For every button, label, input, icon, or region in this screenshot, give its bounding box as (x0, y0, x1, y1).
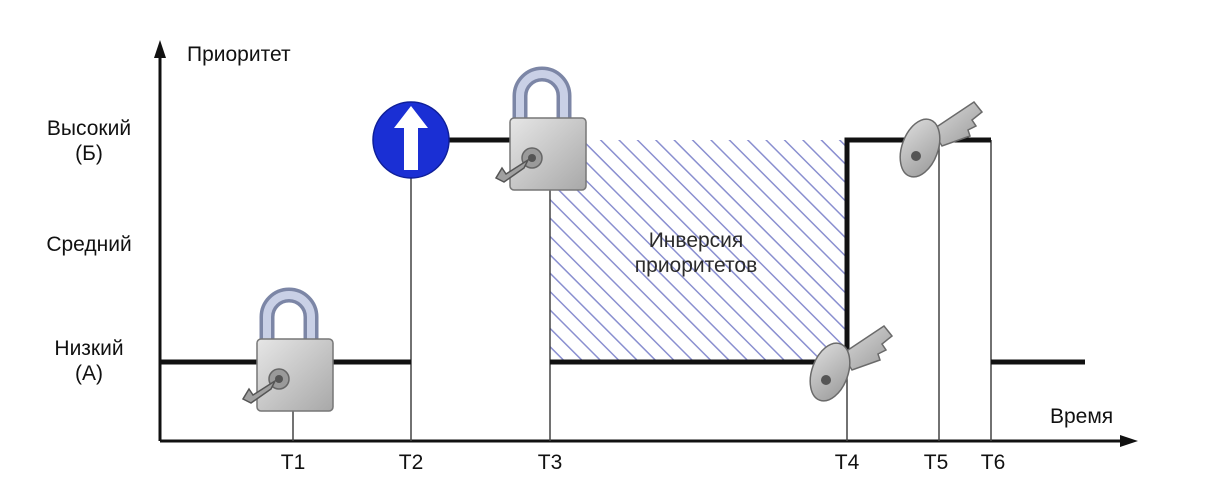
level-high-task: (Б) (75, 142, 103, 166)
level-low-name: Низкий (54, 337, 124, 360)
x-axis-title: Время (1050, 405, 1114, 428)
inversion-label-line1: Инверсия (648, 229, 744, 252)
time-mark-label: T5 (923, 451, 949, 474)
key-icon (809, 324, 894, 402)
y-axis-arrowhead (154, 40, 166, 58)
level-low-label: Низкий (А) (54, 336, 123, 386)
level-high-name: Высокий (46, 117, 132, 140)
padlock-icon (241, 287, 334, 412)
level-medium-name: Средний (46, 233, 132, 256)
key-icon (899, 100, 984, 178)
up-arrow-sign-icon (372, 101, 450, 179)
time-mark-label: T4 (834, 451, 860, 474)
y-axis-title: Приоритет (187, 43, 291, 66)
inversion-region (550, 140, 847, 362)
inversion-label-line2: приоритетов (634, 254, 758, 278)
time-mark-label: T1 (280, 451, 306, 474)
time-mark-label: T6 (980, 451, 1006, 474)
time-mark-label: T3 (537, 451, 563, 474)
x-axis-arrowhead (1120, 435, 1138, 447)
level-medium-label: Средний (46, 232, 131, 257)
level-low-task: (А) (75, 362, 103, 386)
padlock-icon (494, 66, 587, 191)
inversion-label: Инверсия приоритетов (635, 228, 757, 278)
time-mark-label: T2 (398, 451, 424, 474)
level-high-label: Высокий (Б) (47, 116, 131, 166)
